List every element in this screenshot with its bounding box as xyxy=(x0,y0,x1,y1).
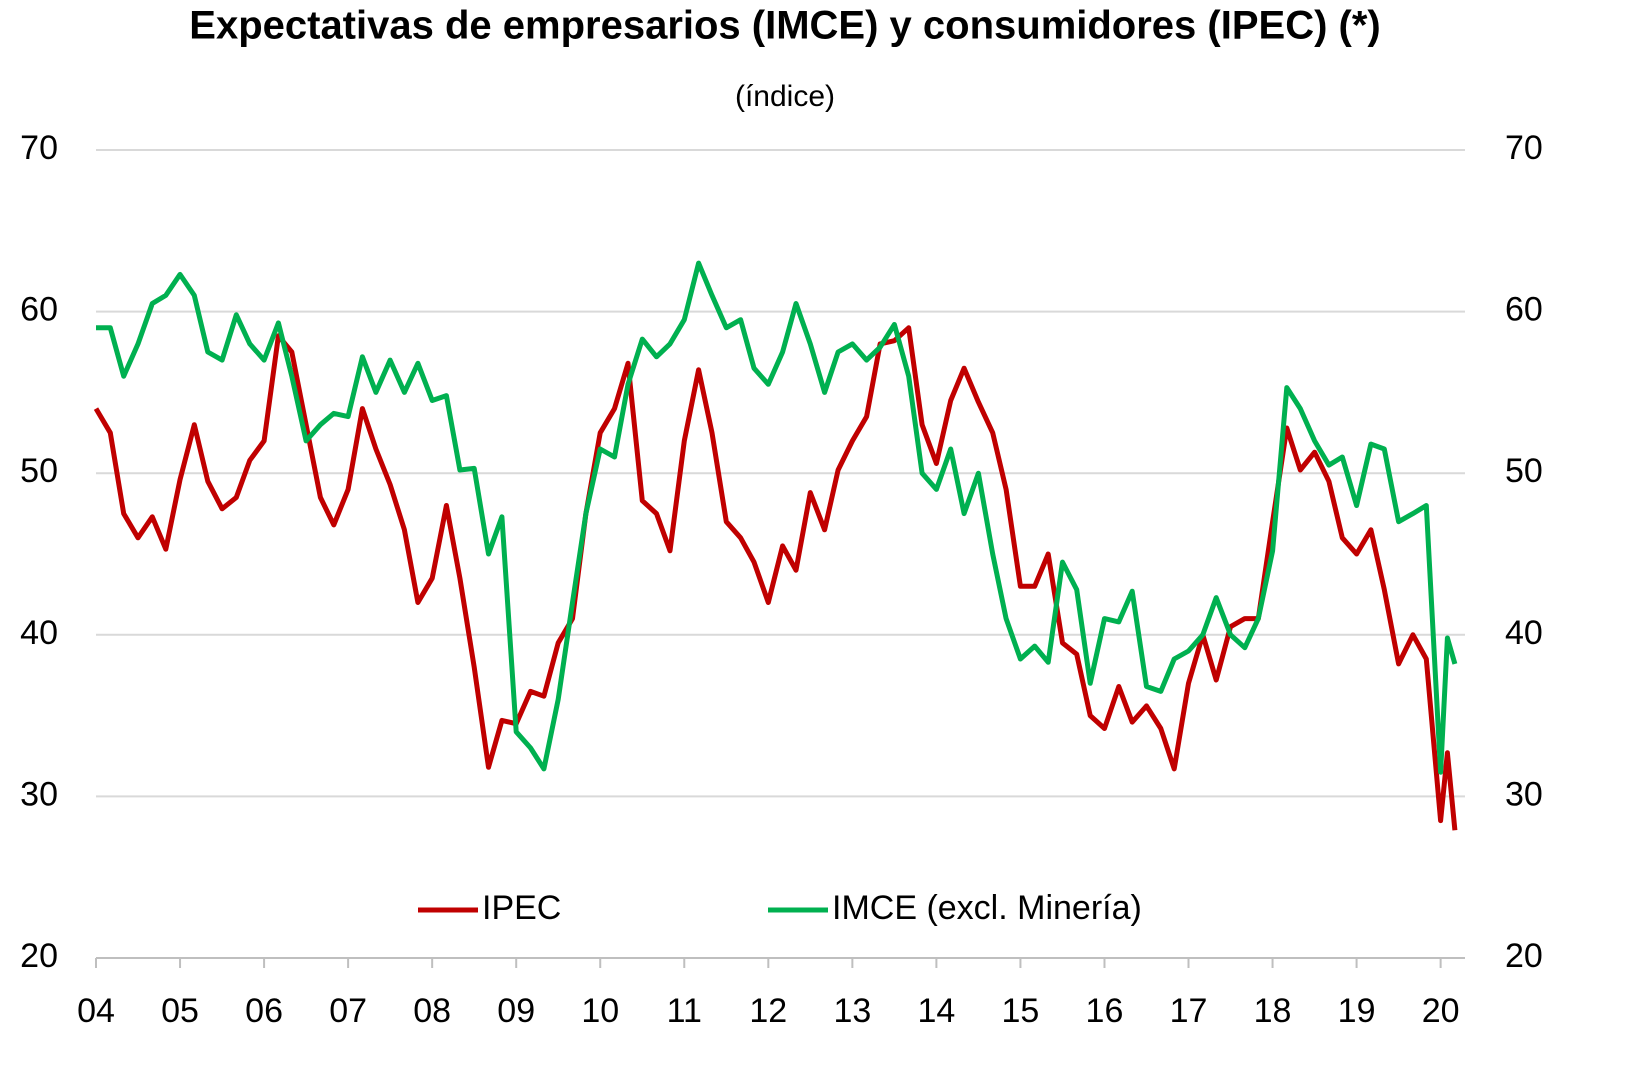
x-tick-label: 14 xyxy=(917,992,955,1030)
legend-label: IPEC xyxy=(482,889,561,927)
x-tick-label: 09 xyxy=(497,992,535,1030)
x-tick-label: 11 xyxy=(667,992,702,1030)
x-tick-label: 18 xyxy=(1254,992,1292,1030)
y2-tick-label: 20 xyxy=(1505,937,1543,975)
y2-tick-label: 50 xyxy=(1505,452,1543,490)
series-line xyxy=(93,325,1458,831)
legend-label: IMCE (excl. Minería) xyxy=(832,889,1142,927)
chart-title: Expectativas de empresarios (IMCE) y con… xyxy=(189,4,1380,48)
series-line xyxy=(96,260,1458,775)
y-tick-label: 30 xyxy=(20,775,58,813)
y2-tick-label: 40 xyxy=(1505,614,1543,652)
x-tick-label: 06 xyxy=(245,992,283,1030)
chart-subtitle: (índice) xyxy=(735,80,835,113)
x-tick-label: 08 xyxy=(413,992,451,1030)
x-tick-label: 13 xyxy=(833,992,871,1030)
y2-tick-label: 30 xyxy=(1505,775,1543,813)
x-tick-label: 04 xyxy=(77,992,115,1030)
x-tick-label: 05 xyxy=(161,992,199,1030)
y-tick-label: 20 xyxy=(20,937,58,975)
x-tick-label: 17 xyxy=(1170,992,1208,1030)
x-tick-label: 16 xyxy=(1086,992,1124,1030)
y-tick-label: 60 xyxy=(20,291,58,329)
y-tick-label: 50 xyxy=(20,452,58,490)
y-tick-label: 70 xyxy=(20,129,58,167)
x-tick-label: 20 xyxy=(1422,992,1460,1030)
y2-tick-label: 60 xyxy=(1505,291,1543,329)
x-tick-label: 12 xyxy=(749,992,787,1030)
y-tick-label: 40 xyxy=(20,614,58,652)
x-tick-label: 19 xyxy=(1338,992,1376,1030)
x-tick-label: 15 xyxy=(1002,992,1040,1030)
x-tick-label: 10 xyxy=(581,992,619,1030)
y2-tick-label: 70 xyxy=(1505,129,1543,167)
x-tick-label: 07 xyxy=(329,992,367,1030)
